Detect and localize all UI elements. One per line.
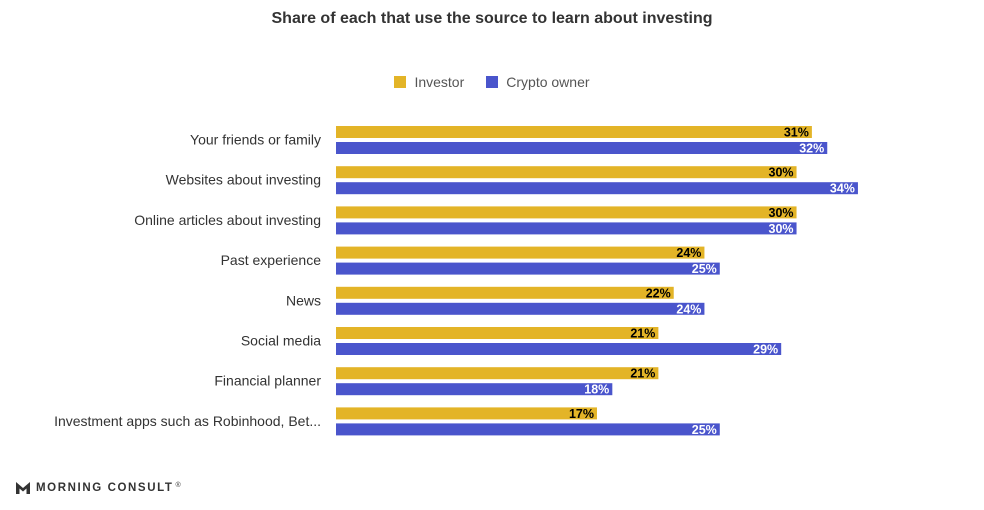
- bar-investor-past-experience[interactable]: [336, 246, 705, 259]
- data-label-crypto-owner-news: 24%: [676, 302, 701, 316]
- bar-investor-news[interactable]: [336, 286, 674, 299]
- data-label-investor-websites-about-investing: 30%: [769, 166, 794, 180]
- category-label-your-friends-or-family: Your friends or family: [190, 132, 321, 148]
- data-label-crypto-owner-past-experience: 25%: [692, 262, 717, 276]
- bar-crypto-owner-financial-planner[interactable]: [336, 383, 613, 396]
- category-label-online-articles-about-investing: Online articles about investing: [134, 212, 321, 228]
- bar-crypto-owner-online-articles-about-investing[interactable]: [336, 222, 797, 235]
- bar-investor-your-friends-or-family[interactable]: [336, 126, 812, 138]
- legend-label-investor: Investor: [414, 74, 465, 90]
- data-label-investor-social-media: 21%: [630, 327, 655, 341]
- bar-crypto-owner-social-media[interactable]: [336, 343, 782, 355]
- bar-investor-social-media[interactable]: [336, 327, 659, 339]
- data-label-investor-investment-apps-such-as-robinhood-bet: 17%: [569, 407, 594, 421]
- category-label-past-experience: Past experience: [221, 252, 322, 268]
- data-label-investor-your-friends-or-family: 31%: [784, 126, 809, 140]
- bar-crypto-owner-your-friends-or-family[interactable]: [336, 142, 828, 154]
- data-label-crypto-owner-websites-about-investing: 34%: [830, 182, 855, 196]
- legend-swatch-crypto-owner: [486, 76, 499, 88]
- category-label-financial-planner: Financial planner: [214, 373, 321, 389]
- chart-legend: Investor Crypto owner: [0, 74, 984, 90]
- footer-brand-text: MORNING CONSULT: [36, 482, 174, 494]
- legend-label-crypto-owner: Crypto owner: [506, 74, 590, 90]
- legend-swatch-investor: [394, 76, 407, 88]
- category-label-investment-apps-such-as-robinhood-bet: Investment apps such as Robinhood, Bet..…: [54, 413, 321, 429]
- data-label-crypto-owner-your-friends-or-family: 32%: [799, 142, 824, 156]
- data-label-investor-financial-planner: 21%: [630, 367, 655, 381]
- data-label-investor-online-articles-about-investing: 30%: [769, 206, 794, 220]
- legend-item-investor[interactable]: Investor: [394, 74, 464, 90]
- footer-logo: MORNING CONSULT ®: [16, 482, 181, 494]
- bar-investor-websites-about-investing[interactable]: [336, 166, 797, 179]
- category-label-websites-about-investing: Websites about investing: [166, 172, 321, 188]
- bar-crypto-owner-websites-about-investing[interactable]: [336, 182, 858, 195]
- bar-crypto-owner-past-experience[interactable]: [336, 262, 720, 275]
- data-label-crypto-owner-investment-apps-such-as-robinhood-bet: 25%: [692, 423, 717, 437]
- bar-crypto-owner-investment-apps-such-as-robinhood-bet[interactable]: [336, 423, 720, 436]
- chart-title: Share of each that use the source to lea…: [271, 10, 713, 27]
- bar-investor-online-articles-about-investing[interactable]: [336, 206, 797, 219]
- legend-item-crypto-owner[interactable]: Crypto owner: [486, 74, 590, 90]
- data-label-investor-past-experience: 24%: [676, 246, 701, 260]
- bar-investor-financial-planner[interactable]: [336, 367, 659, 380]
- data-label-crypto-owner-online-articles-about-investing: 30%: [769, 222, 794, 236]
- bar-investor-investment-apps-such-as-robinhood-bet[interactable]: [336, 407, 597, 420]
- morning-consult-m-icon: [16, 482, 30, 494]
- category-label-social-media: Social media: [241, 333, 321, 349]
- data-label-crypto-owner-financial-planner: 18%: [584, 383, 609, 397]
- category-label-news: News: [286, 292, 321, 308]
- footer-trademark: ®: [175, 482, 181, 489]
- bar-crypto-owner-news[interactable]: [336, 302, 705, 315]
- data-label-investor-news: 22%: [646, 286, 671, 300]
- bar-chart: Your friends or family 31% 32% Websites abo…: [54, 126, 858, 437]
- data-label-crypto-owner-social-media: 29%: [753, 343, 778, 357]
